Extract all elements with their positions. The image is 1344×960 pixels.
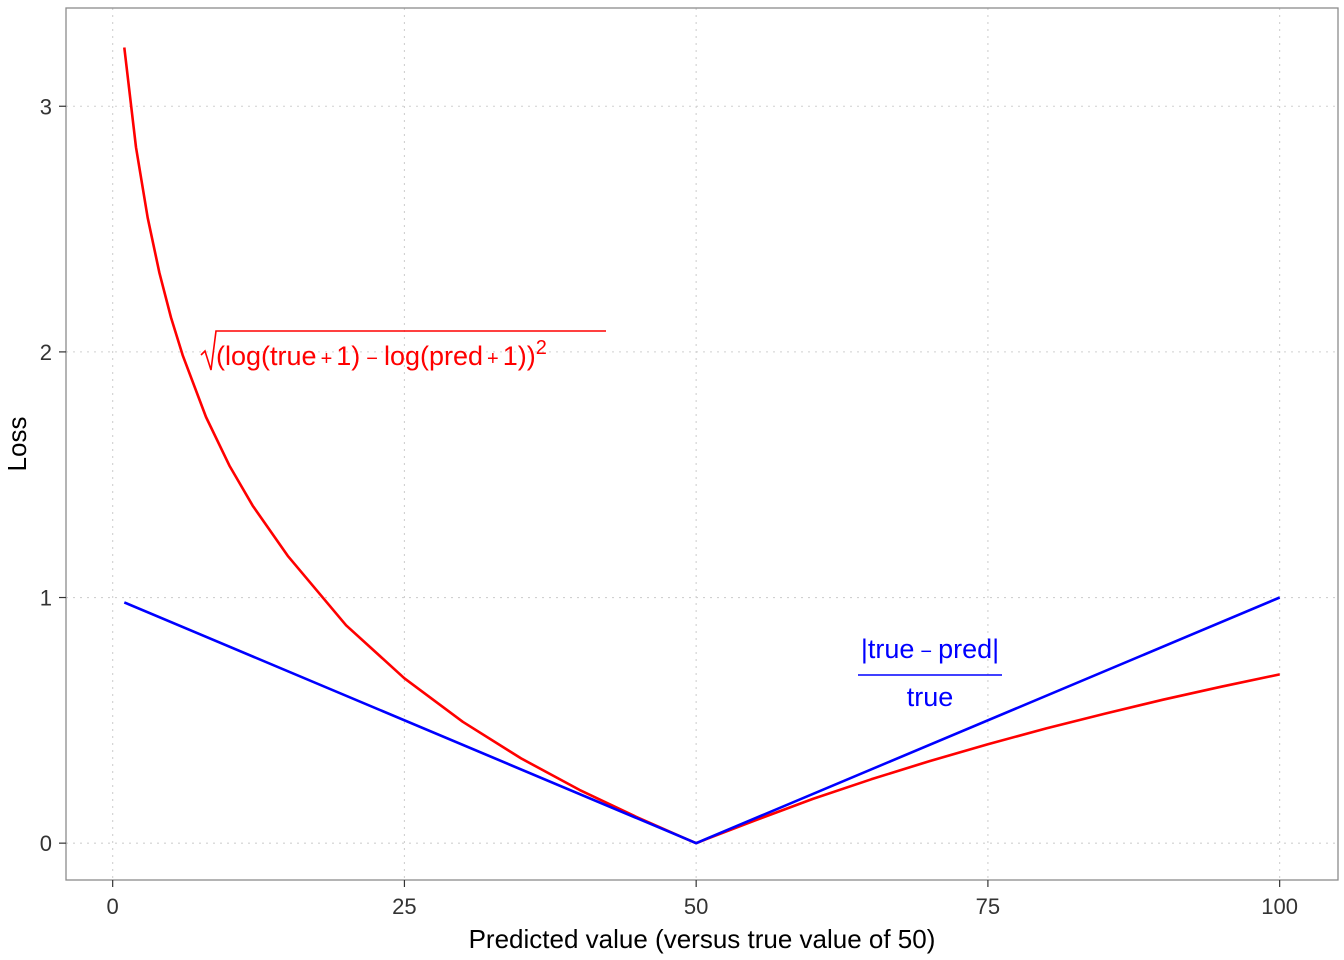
rmsle-curve (123, 47, 1280, 845)
numerator-pred-word: pred (938, 634, 992, 664)
rmsle-formula: (log(true +1) − log(pred +1))2 (200, 330, 606, 371)
x-tick-label: 100 (1261, 894, 1298, 919)
rmsle-formula-text: (log(true +1) − log(pred +1))2 (216, 337, 547, 371)
paren-open-outer: ( (216, 341, 225, 371)
x-tick-label: 75 (976, 894, 1000, 919)
fraction-denominator: true (907, 682, 954, 712)
plot-border (65, 7, 1339, 881)
numerator-true-word: true (868, 634, 915, 664)
relative-error-curve (123, 596, 1281, 845)
y-tick-label: 3 (40, 94, 52, 119)
y-tick-label: 2 (40, 340, 52, 365)
plus-sign-2: + (487, 348, 499, 370)
plus-sign-1: + (321, 348, 333, 370)
pred-word: pred (429, 341, 483, 371)
paren-open-2: ( (420, 341, 429, 371)
log-word-1: log (225, 341, 261, 371)
fraction-numerator: |true − pred| (861, 634, 999, 664)
y-tick-label: 1 (40, 586, 52, 611)
minus-sign: − (366, 348, 378, 370)
y-tick-label: 0 (40, 831, 52, 856)
x-tick-label: 0 (107, 894, 119, 919)
paren-close-1: ) (351, 341, 360, 371)
abs-bar-right: | (992, 634, 999, 664)
one-2: 1 (503, 341, 518, 371)
paren-open-1: ( (261, 341, 270, 371)
x-tick-label: 25 (392, 894, 416, 919)
log-word-2: log (384, 341, 420, 371)
paren-close-2: ) (518, 341, 527, 371)
series-layer (123, 47, 1281, 845)
true-word: true (270, 341, 317, 371)
abs-bar-left: | (861, 634, 868, 664)
one-1: 1 (336, 341, 351, 371)
radical-sign (200, 330, 606, 371)
y-axis-title: Loss (2, 417, 32, 472)
plot-background (66, 8, 1338, 880)
paren-close-outer: ) (527, 341, 536, 371)
numerator-minus-sign: − (920, 641, 932, 663)
x-axis-title: Predicted value (versus true value of 50… (469, 924, 936, 954)
grid-lines (66, 8, 1338, 880)
relative-error-formula: |true − pred| true (858, 634, 1002, 712)
exponent-two: 2 (536, 337, 547, 359)
x-tick-label: 50 (684, 894, 708, 919)
